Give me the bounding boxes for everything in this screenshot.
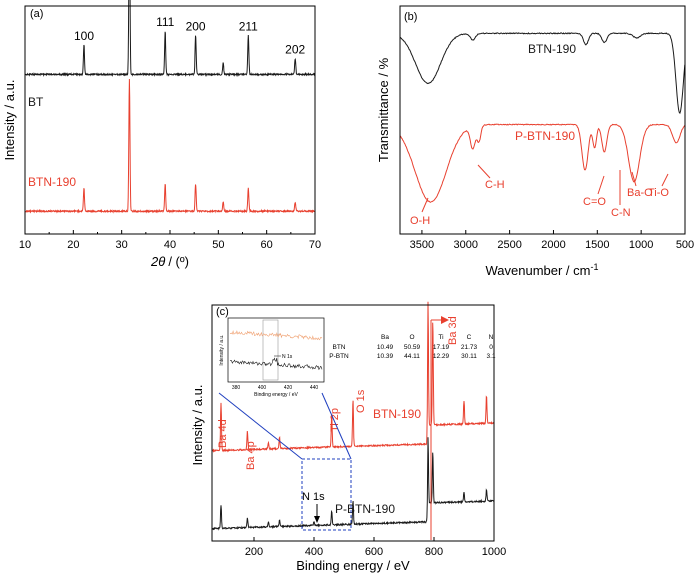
xtick-c-600: 600 <box>365 546 383 558</box>
panel-a-frame <box>24 5 316 235</box>
series-label-p-btn-190-xps: P-BTN-190 <box>335 502 395 516</box>
panel-a-ylabel: Intensity / a.u. <box>2 80 17 161</box>
peak-label-111: 111 <box>156 15 175 29</box>
xrd-series-bt <box>24 0 316 78</box>
table-cell: 21.73 <box>461 344 478 351</box>
xtick-a-20: 20 <box>67 239 79 251</box>
xtick-b-2000: 2000 <box>541 239 565 251</box>
panel-a-label: (a) <box>30 8 43 20</box>
ann-ti-2p: Ti 2p <box>329 408 341 432</box>
xtick-a-50: 50 <box>212 239 224 251</box>
series-label-bt: BT <box>28 95 44 109</box>
table-cell: 44.11 <box>404 353 420 360</box>
panel-c-ylabel: Intensity / a.u. <box>190 385 205 466</box>
xtick-a-40: 40 <box>164 239 176 251</box>
table-cell: BTN <box>333 344 346 351</box>
series-label-btn-190-ftir: BTN-190 <box>528 42 576 56</box>
ann-c-n: C-N <box>611 207 631 219</box>
xtick-b-3000: 3000 <box>454 239 478 251</box>
panel-b-ylabel: Transmittance / % <box>376 57 391 162</box>
table-cell: 17.19 <box>433 344 450 351</box>
peak-label-211: 211 <box>239 20 258 34</box>
ann-c-o: C=O <box>583 196 606 208</box>
table-header-c: C <box>467 334 472 341</box>
panel-a: (a) 100110111200211202 BT BTN-190 102030… <box>2 0 321 269</box>
panel-a-xlabel: 2θ / (º) <box>150 254 189 269</box>
series-label-btn-190: BTN-190 <box>28 175 76 189</box>
table-cell: 12.29 <box>433 353 450 360</box>
inset-xtick-440: 440 <box>310 385 319 391</box>
inset-series-1 <box>229 357 323 371</box>
inset-frame <box>227 317 325 383</box>
xtick-c-1000: 1000 <box>482 546 506 558</box>
inset-highlight <box>262 319 279 381</box>
table-header-n: N <box>489 334 494 341</box>
xtick-b-1500: 1500 <box>585 239 609 251</box>
peak-label-100: 100 <box>74 29 94 43</box>
table-header-ba: Ba <box>381 334 389 341</box>
table-cell: 10.39 <box>377 353 394 360</box>
table-cell: 0 <box>489 344 493 351</box>
panel-c-label: (c) <box>216 306 229 318</box>
panel-b: (b) BTN-190 P-BTN-190 O-H C-H C=O C-N Ba… <box>376 5 694 278</box>
ann-n-1s: N 1s <box>302 491 325 503</box>
inset: N 1s 380 400 420 440 Binding energy / eV In… <box>219 317 325 398</box>
ann-ti-o: Ti-O <box>648 187 669 199</box>
ann-ba-o: Ba-O <box>627 187 653 199</box>
table-header-o: O <box>409 334 414 341</box>
table-cell: 10.49 <box>377 344 394 351</box>
xps-series-btn-190 <box>211 301 495 453</box>
inset-xtick-380: 380 <box>232 385 241 391</box>
peak-label-200: 200 <box>186 20 206 34</box>
xtick-a-30: 30 <box>116 239 128 251</box>
table-cell: P-BTN <box>329 353 349 360</box>
inset-xtick-400: 400 <box>258 385 267 391</box>
inset-n1s: N 1s <box>282 354 293 360</box>
ann-o-1s: O 1s <box>355 389 367 413</box>
ftir-annotations: O-H C-H C=O C-N Ba-O Ti-O <box>410 164 669 227</box>
series-label-btn-190-xps: BTN-190 <box>373 407 421 421</box>
table-cell: 3.1 <box>486 353 495 360</box>
xtick-c-800: 800 <box>425 546 443 558</box>
inset-xlabel: Binding energy / eV <box>254 392 298 398</box>
ann-c-h: C-H <box>485 179 505 191</box>
inset-xtick-420: 420 <box>284 385 293 391</box>
table-cell: 50.59 <box>404 344 421 351</box>
xps-series-p-btn-190 <box>211 437 495 531</box>
inset-series-0 <box>229 330 323 341</box>
xtick-a-10: 10 <box>19 239 31 251</box>
xtick-c-200: 200 <box>245 546 263 558</box>
xtick-b-2500: 2500 <box>497 239 521 251</box>
ann-ba-4d: Ba 4d <box>217 419 229 448</box>
xtick-a-60: 60 <box>261 239 273 251</box>
ftir-series-btn-190 <box>399 32 686 115</box>
composition-table: Ba O Ti C N BTN 10.49 50.59 17.19 21.73 0 P-BTN 10.3… <box>329 334 496 360</box>
xtick-b-500: 500 <box>676 239 694 251</box>
xtick-c-400: 400 <box>305 546 323 558</box>
table-header-ti: Ti <box>438 334 443 341</box>
xtick-b-3500: 3500 <box>410 239 434 251</box>
ann-ba-4p: Ba 4p <box>245 441 257 470</box>
ann-ba-3d: Ba 3d <box>447 316 459 345</box>
series-label-p-btn-190: P-BTN-190 <box>515 129 575 143</box>
ftir-series-p-btn-190 <box>399 123 686 204</box>
ann-o-h: O-H <box>410 215 430 227</box>
panel-c-xlabel: Binding energy / eV <box>296 558 410 573</box>
peak-label-202: 202 <box>285 42 305 56</box>
xtick-a-70: 70 <box>309 239 321 251</box>
inset-ylabel: Intensity / a.u. <box>219 334 225 365</box>
panel-b-label: (b) <box>404 11 417 23</box>
panel-b-xlabel: Wavenumber / cm-1 <box>485 262 598 278</box>
panel-c: (c) BTN-190 P-BTN-190 Ba 4d Ba 4p Ti 2p … <box>190 301 506 573</box>
table-cell: 30.11 <box>461 353 477 360</box>
xtick-b-1000: 1000 <box>629 239 653 251</box>
xps-annotations: Ba 4d Ba 4p Ti 2p O 1s Ba 3d N 1s <box>217 316 459 540</box>
panel-b-frame <box>399 5 686 235</box>
panel-c-frame <box>211 304 495 542</box>
xrd-series-btn-190 <box>24 78 316 214</box>
